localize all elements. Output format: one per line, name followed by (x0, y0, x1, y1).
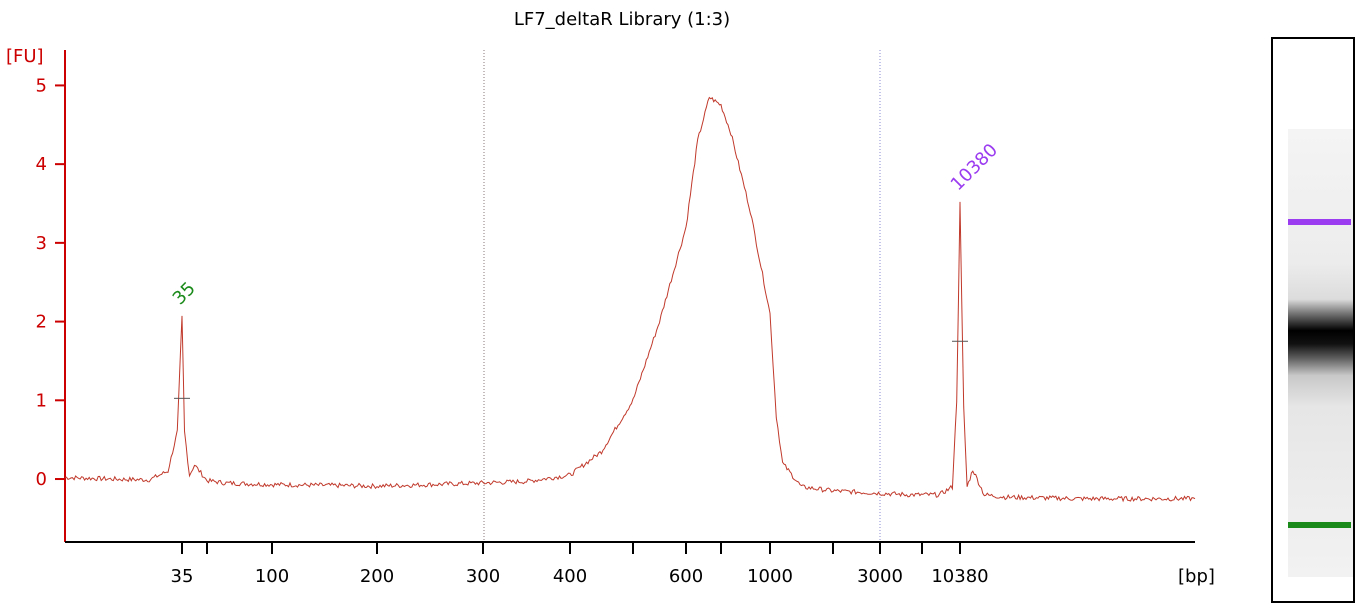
y-tick-label: 0 (36, 469, 47, 490)
y-axis-label: [FU] (6, 46, 44, 67)
x-tick-label: 10380 (931, 566, 988, 587)
chart-title: LF7_deltaR Library (1:3) (514, 9, 730, 30)
gel-marker-band (1288, 218, 1351, 225)
y-tick-label: 5 (36, 75, 47, 96)
electropherogram-chart: LF7_deltaR Library (1:3) [FU] [bp] 0 1 2 3 4… (6, 9, 1215, 587)
x-tick-label: 600 (669, 566, 703, 587)
y-tick-label: 3 (36, 233, 47, 254)
x-axis-label: [bp] (1178, 566, 1215, 587)
x-tick-label: 300 (466, 566, 500, 587)
y-tick-label: 2 (36, 312, 47, 333)
gel-lane (1288, 129, 1353, 577)
y-tick-label: 4 (36, 154, 47, 175)
peak-label: 10380 (947, 140, 1002, 195)
x-tick-label: 1000 (747, 566, 793, 587)
y-tick-label: 1 (36, 390, 47, 411)
x-tick-label: 100 (255, 566, 289, 587)
x-tick-label: 35 (171, 566, 194, 587)
peak-label: 35 (169, 278, 200, 309)
x-tick-label: 3000 (857, 566, 903, 587)
series-line (64, 96, 1196, 503)
gel-marker-band (1288, 522, 1351, 529)
x-tick-label: 200 (360, 566, 394, 587)
x-tick-label: 400 (553, 566, 587, 587)
gel-image (1271, 37, 1355, 603)
